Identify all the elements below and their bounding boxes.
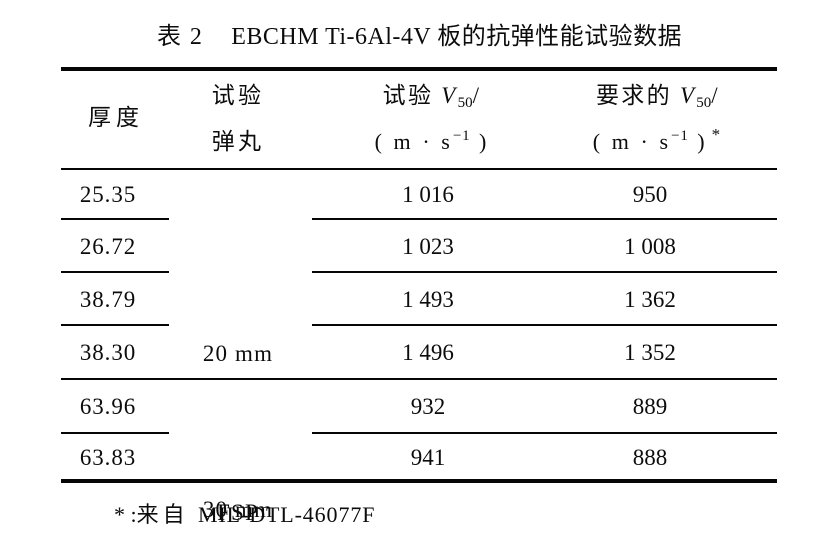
table-footnote: * :来自 MIL-DTL-46077F [114,500,375,530]
header-test-v50: 试验 V50/ ( m · s−1 ) [332,73,532,165]
cell-thickness-row3: 38.79 [79,287,137,312]
header-projectile: 试验 弹丸 [138,73,338,165]
header-required-v50-unit: ( m · s−1 ) * [552,119,764,165]
projectile-caliber: 30 mm [202,497,274,522]
header-required-v50-prefix: 要求的 [595,83,680,108]
footnote-source-label: 来自 [136,502,199,527]
cell-projectile-group2: 30 mm APDS [138,382,338,546]
row1-separator-col34 [312,218,777,220]
header-thickness: 厚度 [87,105,145,130]
cell-required-v50-row5: 889 [632,394,668,419]
cell-test-v50-row2: 1 023 [402,234,454,259]
projectile-caliber: 20 mm [202,341,274,366]
cell-test-v50-row5: 932 [410,394,446,419]
table-top-rule [61,67,777,71]
unit-open: ( m · s [592,129,672,154]
cell-test-v50-row4: 1 496 [402,340,454,365]
cell-thickness-row5: 63.96 [79,394,137,419]
cell-test-v50-row1: 1 016 [402,182,454,207]
row1-separator-col1 [61,218,169,220]
table-bottom-rule [61,479,777,483]
cell-test-v50-row3: 1 493 [402,287,454,312]
v50-slash: / [711,83,720,108]
unit-exponent: −1 [671,128,689,144]
table-header-rule [61,168,777,170]
cell-required-v50-row2: 1 008 [624,234,676,259]
v50-symbol: V [441,83,458,108]
header-test-v50-prefix: 试验 [382,83,442,108]
footnote-standard: MIL-DTL-46077F [198,502,376,527]
cell-thickness-row2: 26.72 [79,234,137,259]
row2-separator-col1 [61,271,169,273]
v50-symbol: V [679,83,697,108]
table-caption-title: EBCHM Ti-6Al-4V 板的抗弹性能试验数据 [231,24,683,50]
table-caption: 表 2 EBCHM Ti-6Al-4V 板的抗弹性能试验数据 [0,20,839,54]
header-test-v50-unit: ( m · s−1 ) [332,119,532,165]
cell-required-v50-row4: 1 352 [624,340,676,365]
header-required-v50-title: 要求的 V50/ [552,73,764,119]
cell-thickness-row1: 25.35 [79,182,137,207]
header-test-v50-title: 试验 V50/ [332,73,532,119]
unit-close: ) [688,129,708,154]
table-caption-number: 表 2 [156,24,204,50]
row5-separator-col1 [61,432,169,434]
unit-close: ) [470,129,490,154]
cell-thickness-row6: 63.83 [79,445,137,470]
header-projectile-line2: 弹丸 [211,129,265,154]
cell-required-v50-row3: 1 362 [624,287,676,312]
footnote-separator: : [125,502,137,527]
v50-subscript: 50 [457,95,473,111]
header-required-v50: 要求的 V50/ ( m · s−1 ) * [552,73,764,165]
cell-required-v50-row1: 950 [632,182,668,207]
header-projectile-line1: 试验 [211,83,265,108]
row2-separator-col34 [312,271,777,273]
v50-subscript: 50 [696,95,712,111]
row3-separator-col1 [61,324,169,326]
unit-exponent: −1 [452,128,471,144]
unit-open: ( m · s [374,129,453,154]
cell-test-v50-row6: 941 [410,445,446,470]
row5-separator-col34 [312,432,777,434]
projectile-type: FSP [217,500,259,525]
footnote-marker-superscript: * [711,125,724,144]
cell-projectile-group1: 20 mm FSP [138,221,338,546]
footnote-marker: * [114,502,125,527]
group-separator-rule [61,378,777,380]
row3-separator-col34 [312,324,777,326]
cell-required-v50-row6: 888 [632,445,668,470]
cell-thickness-row4: 38.30 [79,340,137,365]
v50-slash: / [472,83,482,108]
